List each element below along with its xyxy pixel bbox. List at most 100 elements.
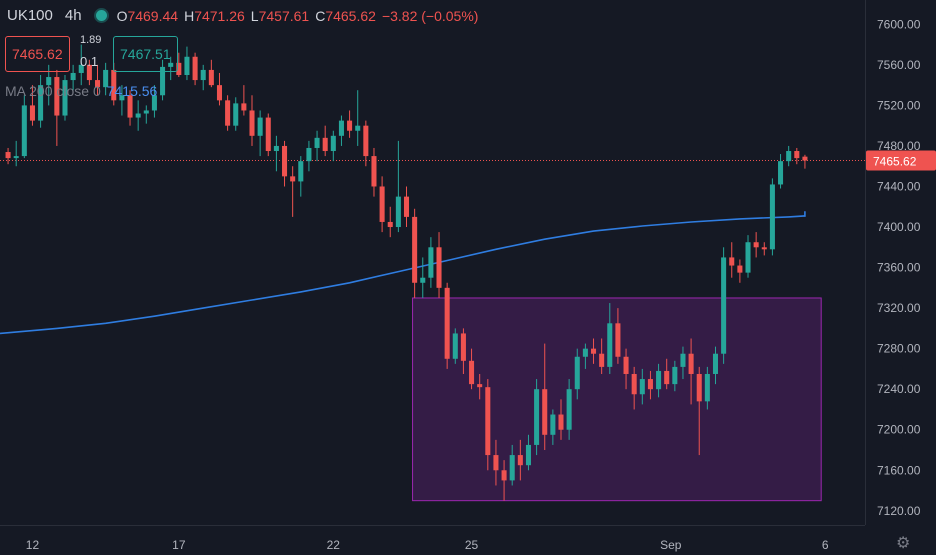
spread-value: 1.89 [80, 34, 102, 46]
gear-icon[interactable]: ⚙ [896, 535, 911, 552]
price-tick-label: 7280.00 [877, 342, 921, 356]
spread-sub-value: 0.1 [80, 54, 99, 69]
price-axis-panel [865, 0, 936, 555]
candle-body [566, 389, 572, 430]
candle-body [647, 379, 653, 390]
candle-body [200, 69, 206, 81]
market-status-icon [95, 10, 107, 21]
price-tick-label: 7200.00 [877, 423, 921, 437]
candle-body [778, 161, 784, 185]
candle-body [127, 95, 133, 118]
ma-indicator-legend[interactable]: MA 200 close 0 7415.56 [5, 83, 157, 99]
candle-body [745, 242, 751, 273]
candle-body [485, 387, 491, 456]
candle-body [444, 287, 450, 359]
close-key: C [315, 7, 326, 24]
candle-body [273, 145, 279, 152]
candle-body [656, 370, 662, 390]
candle-body [249, 110, 255, 136]
candle-body [13, 156, 19, 159]
price-tick-label: 7440.00 [877, 179, 921, 193]
candle-body [534, 389, 540, 445]
candle-body [525, 444, 531, 466]
interval-label[interactable]: 4h [64, 7, 82, 24]
candle-body [184, 56, 190, 75]
low-value: 7457.61 [258, 7, 310, 24]
candle-body [412, 216, 418, 283]
candle-body [582, 348, 588, 357]
candle-body [721, 257, 727, 354]
candle-body [737, 265, 743, 273]
candle-body [86, 64, 92, 81]
candle-body [192, 56, 198, 81]
candle-body [119, 95, 125, 101]
candle-body [420, 277, 426, 283]
price-tick-label: 7360.00 [877, 261, 921, 275]
candle-body [216, 85, 223, 101]
buy-price-button[interactable]: 7467.51 [113, 36, 178, 72]
candle-body [631, 373, 637, 395]
candle-body [688, 353, 694, 374]
candle-body [322, 137, 328, 152]
sell-price-button[interactable]: 7465.62 [5, 36, 70, 72]
ma-indicator-label: MA 200 close 0 [5, 83, 101, 99]
candle-body [290, 176, 296, 182]
candle-body [135, 113, 141, 118]
ma200-line [0, 211, 806, 335]
candle-body [314, 137, 320, 148]
candle-body [623, 356, 629, 374]
candle-body [452, 333, 458, 359]
candle-body [355, 125, 361, 131]
close-value: 7465.62 [325, 7, 376, 24]
candle-body [338, 120, 344, 136]
candle-body [54, 77, 60, 116]
change-value: −3.82 (−0.05%) [381, 7, 479, 24]
candle-body [5, 152, 11, 159]
candle-body [94, 80, 101, 88]
open-key: O [116, 7, 128, 24]
last-price-label: 7465.62 [873, 155, 917, 169]
candle-body [696, 373, 702, 402]
price-tick-label: 7600.00 [877, 17, 921, 31]
candle-body [517, 455, 523, 466]
time-tick-label: 22 [327, 538, 341, 552]
candle-body [168, 62, 174, 67]
candle-body [615, 323, 621, 357]
candle-body [379, 186, 385, 222]
candle-body [550, 414, 556, 435]
candle-body [330, 135, 336, 152]
symbol-label[interactable]: UK100 [7, 7, 53, 24]
candle-body [70, 72, 76, 81]
time-tick-label: 6 [822, 538, 829, 552]
candle-body [371, 156, 377, 187]
candle-body [786, 151, 792, 162]
candle-body [493, 455, 499, 471]
candle-body [769, 184, 775, 250]
time-tick-label: 17 [172, 538, 186, 552]
candle-body [558, 414, 564, 430]
candle-body [46, 77, 52, 86]
last-price-tag [866, 150, 936, 171]
candle-body [208, 69, 214, 86]
candle-body [469, 360, 475, 385]
price-tick-label: 7400.00 [877, 220, 921, 234]
candle-body [387, 221, 393, 228]
candle-body [111, 69, 117, 101]
candle-body [761, 247, 767, 250]
ma-indicator-value: 7415.56 [106, 83, 158, 99]
candle-body [664, 370, 670, 385]
price-tick-label: 7160.00 [877, 463, 921, 477]
candle-body [802, 156, 808, 161]
candle-body [176, 62, 182, 75]
time-tick-label: Sep [660, 538, 682, 552]
symbol-header: UK100 4h O 7469.44 H 7471.26 L 7457.61 C 746… [7, 7, 484, 24]
candle-body [347, 120, 353, 131]
candle-body [265, 117, 271, 152]
low-key: L [250, 7, 259, 24]
price-tick-label: 7560.00 [877, 58, 921, 72]
open-value: 7469.44 [127, 7, 179, 24]
candle-body [704, 373, 710, 402]
candle-body [21, 105, 27, 157]
